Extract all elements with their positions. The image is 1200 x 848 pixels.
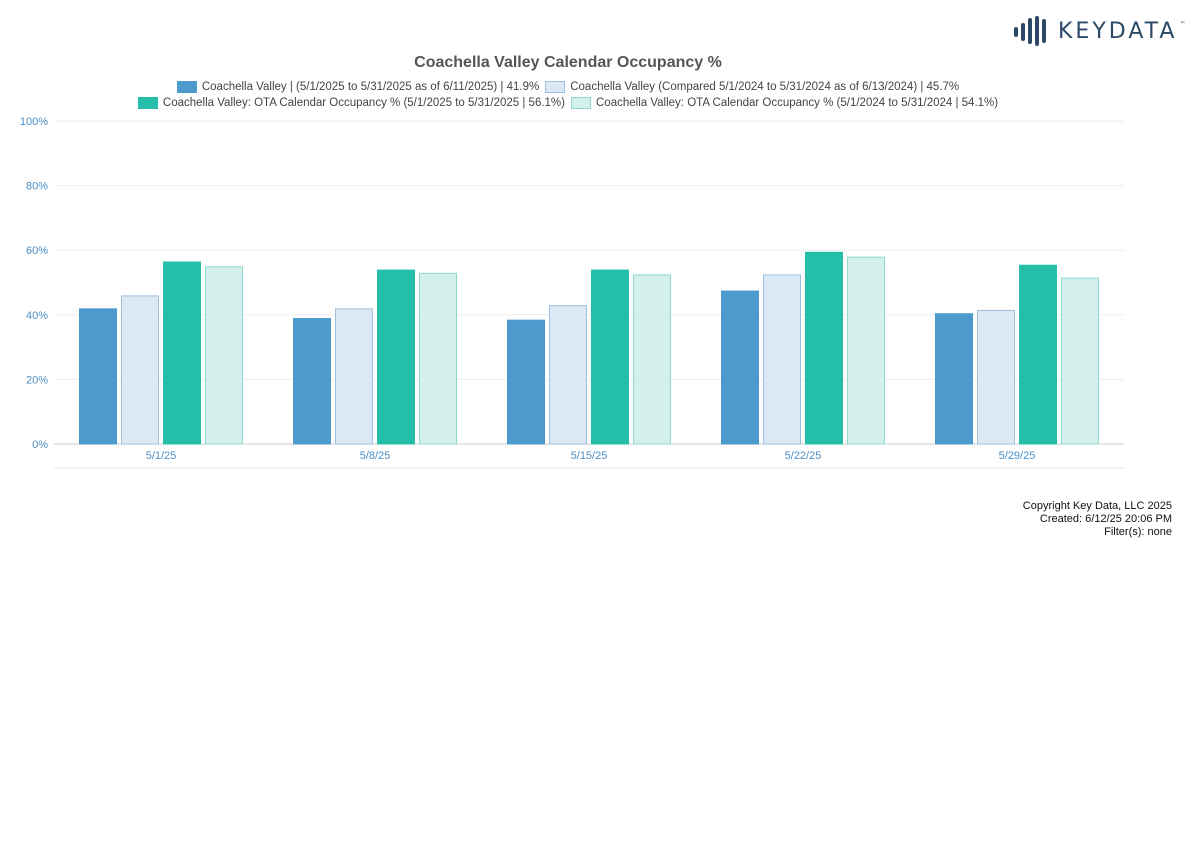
bar-5-15-25-series-2 bbox=[591, 269, 629, 445]
legend-label: Coachella Valley: OTA Calendar Occupancy… bbox=[162, 97, 565, 109]
legend-swatch bbox=[571, 97, 591, 109]
y-tick-label: 20% bbox=[26, 374, 48, 386]
footer-info: Copyright Key Data, LLC 2025 Created: 6/… bbox=[1023, 500, 1172, 539]
bar-5-22-25-series-1 bbox=[763, 274, 801, 445]
bar-5-1-25-series-0 bbox=[79, 308, 117, 445]
bar-5-15-25-series-0 bbox=[507, 319, 545, 445]
keydata-logo: KEYDATA ™ bbox=[1012, 14, 1186, 48]
bar-5-8-25-series-0 bbox=[293, 318, 331, 445]
y-tick-label: 60% bbox=[26, 245, 48, 257]
y-tick-label: 40% bbox=[26, 310, 48, 322]
legend-swatch bbox=[176, 81, 197, 93]
bar-5-1-25-series-1 bbox=[121, 295, 159, 445]
occupancy-bar-chart: 0% 20% 40% 60% 80% 100% 5/1/25 5/8/25 5/15/25 5/2… bbox=[20, 116, 1124, 469]
chart-title: Coachella Valley Calendar Occupancy % bbox=[414, 54, 722, 71]
bar-5-1-25-series-2 bbox=[163, 261, 201, 445]
bar-5-8-25-series-1 bbox=[335, 308, 373, 445]
bar-5-29-25-series-2 bbox=[1019, 264, 1057, 445]
bar-5-22-25-series-3 bbox=[847, 256, 885, 445]
bar-5-22-25-series-2 bbox=[805, 251, 843, 445]
bar-5-15-25-series-1 bbox=[549, 305, 587, 445]
bar-5-22-25-series-0 bbox=[721, 290, 759, 445]
legend-label: Coachella Valley (Compared 5/1/2024 to 5… bbox=[570, 81, 960, 93]
created-timestamp: Created: 6/12/25 20:06 PM bbox=[1039, 513, 1172, 525]
logo-text: KEYDATA ™ bbox=[1058, 18, 1186, 44]
x-tick-label: 5/29/25 bbox=[999, 450, 1036, 462]
legend-label: Coachella Valley: OTA Calendar Occupancy… bbox=[596, 97, 999, 109]
legend-swatch bbox=[137, 97, 158, 109]
copyright-text: Copyright Key Data, LLC 2025 bbox=[1022, 500, 1172, 512]
legend-item-2024[interactable]: Coachella Valley (Compared 5/1/2024 to 5… bbox=[545, 81, 959, 93]
bar-5-29-25-series-3 bbox=[1061, 277, 1099, 445]
legend-item-2025[interactable]: Coachella Valley | (5/1/2025 to 5/31/202… bbox=[176, 81, 540, 93]
bar-5-29-25-series-1 bbox=[977, 309, 1015, 445]
x-tick-label: 5/22/25 bbox=[785, 450, 822, 462]
y-tick-label: 0% bbox=[32, 439, 48, 451]
legend-swatch bbox=[545, 81, 566, 93]
legend-item-ota-2025[interactable]: Coachella Valley: OTA Calendar Occupancy… bbox=[137, 97, 565, 109]
filters-text: Filter(s): none bbox=[1104, 526, 1172, 538]
y-tick-label: 80% bbox=[26, 181, 48, 193]
x-tick-label: 5/1/25 bbox=[146, 450, 177, 462]
bar-5-29-25-series-0 bbox=[935, 313, 973, 445]
y-tick-label: 100% bbox=[20, 116, 48, 128]
trademark: ™ bbox=[1179, 20, 1186, 28]
bar-chart-logo-icon bbox=[1014, 16, 1046, 46]
x-tick-label: 5/8/25 bbox=[360, 450, 391, 462]
bar-5-15-25-series-3 bbox=[633, 274, 671, 445]
legend-item-ota-2024[interactable]: Coachella Valley: OTA Calendar Occupancy… bbox=[571, 97, 998, 109]
legend-row: Coachella Valley | (5/1/2025 to 5/31/202… bbox=[0, 81, 1136, 93]
legend-row: Coachella Valley: OTA Calendar Occupancy… bbox=[0, 97, 1136, 109]
legend-label: Coachella Valley | (5/1/2025 to 5/31/202… bbox=[201, 81, 540, 93]
bar-5-8-25-series-2 bbox=[377, 269, 415, 445]
bar-5-1-25-series-3 bbox=[205, 266, 243, 445]
bar-5-8-25-series-3 bbox=[419, 272, 457, 445]
x-tick-label: 5/15/25 bbox=[571, 450, 608, 462]
